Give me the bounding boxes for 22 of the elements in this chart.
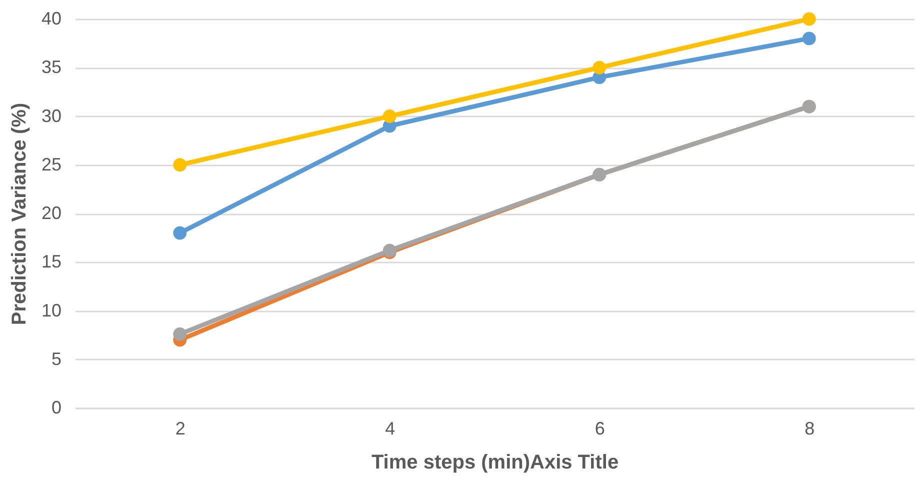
y-tick-label: 5 [51,348,62,369]
x-tick-label: 6 [594,418,605,438]
x-tick-label: 8 [804,418,815,438]
y-axis-title: Prediction Variance (%) [8,102,30,326]
y-tick-label: 10 [41,300,62,320]
point [173,158,187,172]
point [173,226,187,240]
x-tick-label: 2 [175,418,186,438]
y-tick-label: 0 [51,398,62,418]
point [592,60,606,74]
y-tick-label: 20 [41,203,62,223]
point [382,110,396,123]
y-tick-label: 30 [41,106,62,126]
point [173,327,187,341]
y-tick-label: 35 [41,57,62,78]
point [802,12,816,26]
x-tick-label: 4 [385,418,396,438]
y-tick-label: 15 [41,252,62,272]
x-axis-title: Time steps (min)Axis Title [371,452,619,474]
y-tick-label: 25 [41,154,62,174]
point [802,32,816,46]
y-tick-label: 40 [41,8,62,28]
